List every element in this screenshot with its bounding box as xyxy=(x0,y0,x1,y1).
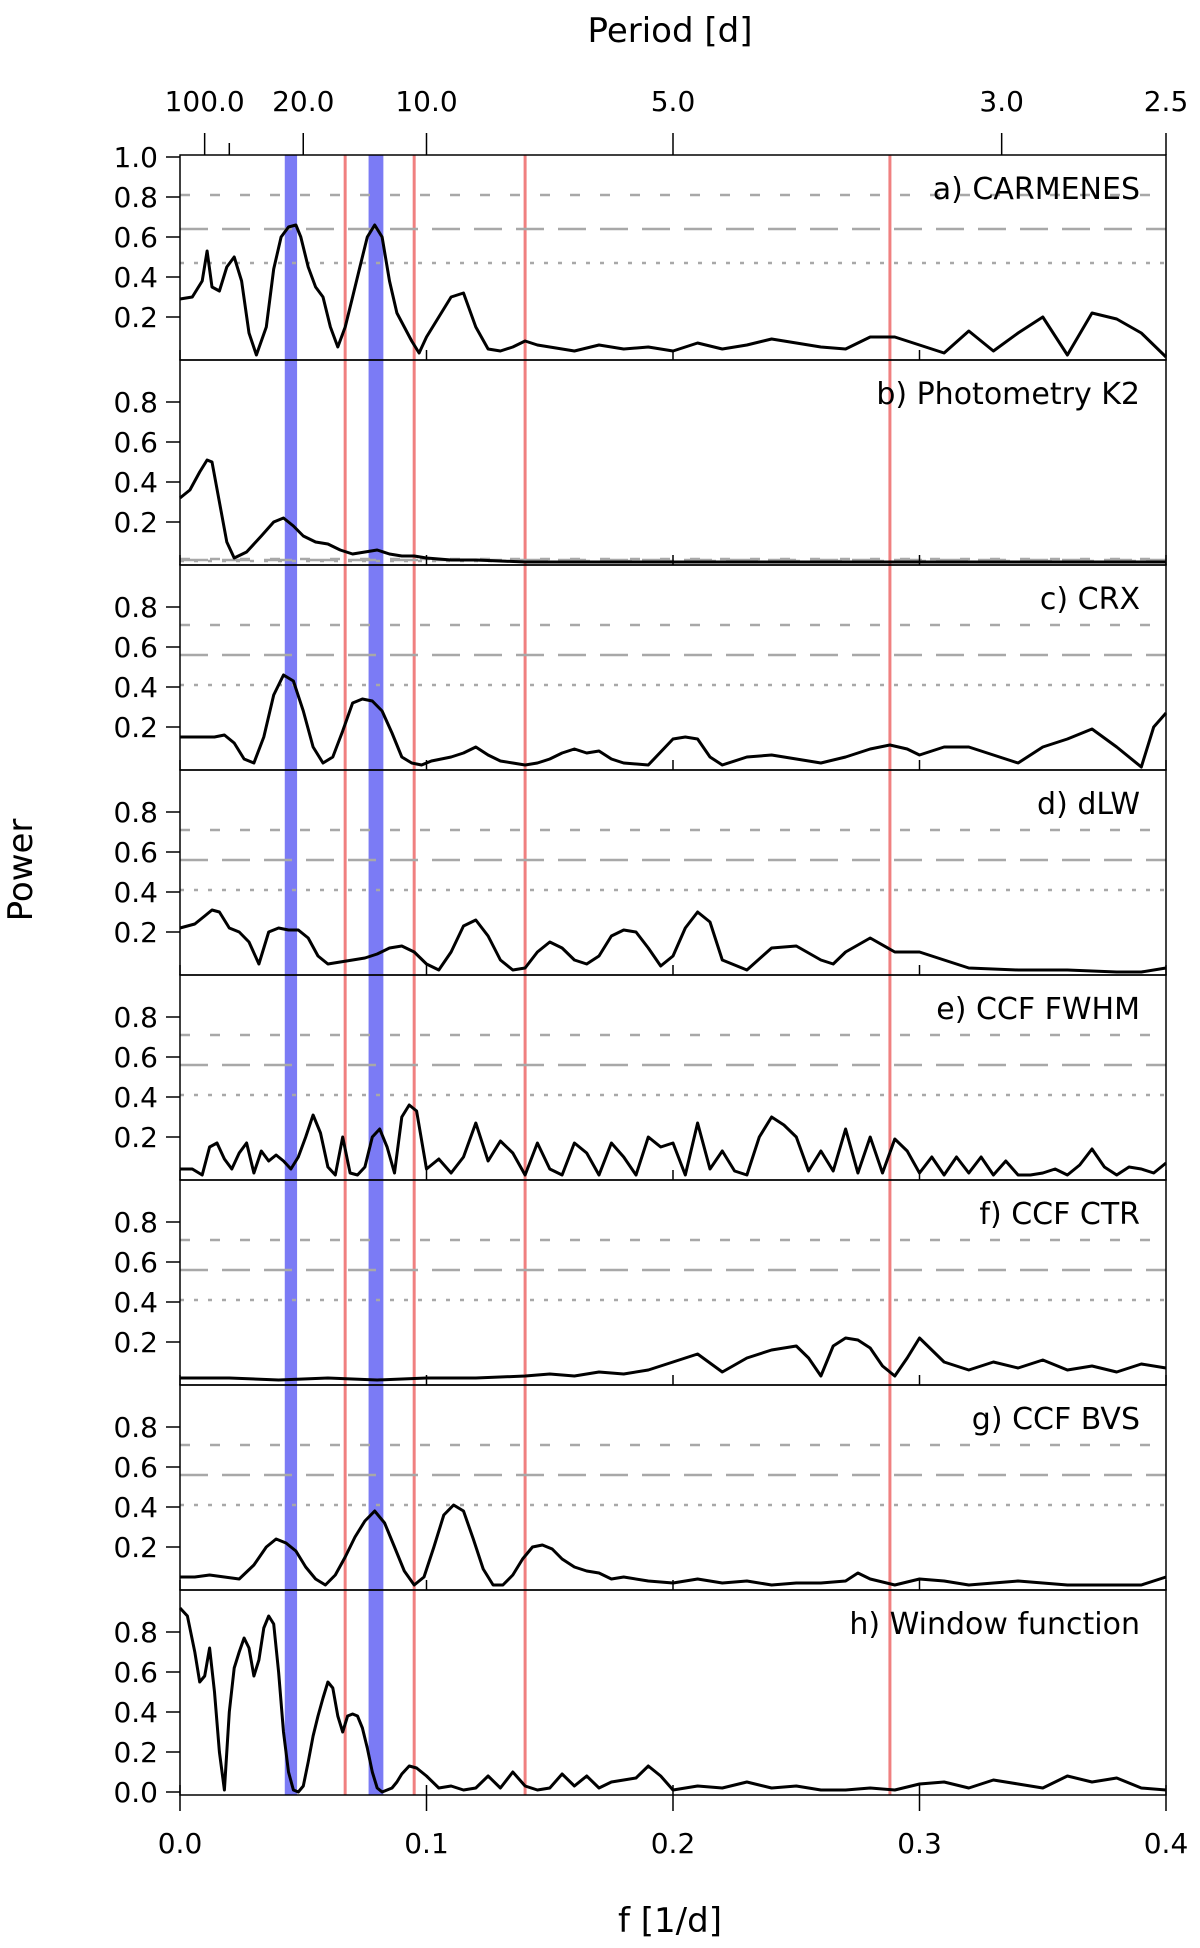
x-axis-title: f [1/d] xyxy=(618,1901,722,1941)
y-tick-label: 0.2 xyxy=(113,711,158,744)
y-tick-label: 0.2 xyxy=(113,916,158,949)
x-tick-label: 0.3 xyxy=(897,1827,942,1860)
top-axis-title: Period [d] xyxy=(588,11,753,51)
panel-label: c) CRX xyxy=(1040,582,1140,617)
y-tick-label: 0.8 xyxy=(113,796,158,829)
power-curve xyxy=(179,908,1167,974)
power-curve xyxy=(180,1503,1167,1587)
y-tick-label: 0.4 xyxy=(113,876,158,909)
x-tick-label: 0.0 xyxy=(158,1827,203,1860)
y-tick-label: 0.6 xyxy=(113,836,158,869)
y-tick-label: 1.0 xyxy=(113,141,158,174)
y-tick-label: 0.2 xyxy=(113,1121,158,1154)
panel-label: f) CCF CTR xyxy=(979,1197,1140,1232)
power-curve xyxy=(179,223,1168,359)
x-tick-label: 0.2 xyxy=(651,1827,696,1860)
y-tick-label: 0.6 xyxy=(113,1041,158,1074)
panel-label: d) dLW xyxy=(1037,787,1140,822)
y-tick-label: 0.8 xyxy=(113,181,158,214)
y-tick-label: 0.8 xyxy=(113,591,158,624)
y-tick-label: 0.8 xyxy=(113,386,158,419)
panel-label: a) CARMENES xyxy=(933,172,1140,207)
panel-label: e) CCF FWHM xyxy=(936,992,1140,1027)
panel-frame xyxy=(179,769,1167,976)
fap-layer xyxy=(180,193,1166,1507)
y-tick-label: 0.6 xyxy=(113,426,158,459)
power-curve xyxy=(180,1336,1167,1382)
y-tick-label: 0.8 xyxy=(113,1001,158,1034)
period-tick-label: 20.0 xyxy=(272,85,334,118)
y-tick-label: 0.2 xyxy=(113,1326,158,1359)
y-tick-label: 0.2 xyxy=(113,506,158,539)
y-tick-label: 0.4 xyxy=(113,1491,158,1524)
y-tick-label: 0.4 xyxy=(113,261,158,294)
y-tick-label: 0.6 xyxy=(113,1451,158,1484)
power-curve xyxy=(179,458,1166,564)
y-tick-label: 0.0 xyxy=(113,1776,158,1809)
y-axis-title: Power xyxy=(1,819,41,922)
panel-label: g) CCF BVS xyxy=(972,1402,1140,1437)
y-tick-label: 0.6 xyxy=(113,1656,158,1689)
y-tick-label: 0.2 xyxy=(113,1531,158,1564)
period-tick-label: 10.0 xyxy=(395,85,457,118)
power-curve xyxy=(180,673,1168,769)
power-curve xyxy=(178,1606,1167,1794)
x-tick-label: 0.4 xyxy=(1144,1827,1189,1860)
y-tick-label: 0.4 xyxy=(113,1696,158,1729)
y-tick-label: 0.2 xyxy=(113,301,158,334)
y-tick-label: 0.8 xyxy=(113,1206,158,1239)
y-tick-label: 0.6 xyxy=(113,631,158,664)
y-tick-label: 0.6 xyxy=(113,1246,158,1279)
y-tick-label: 0.4 xyxy=(113,671,158,704)
panel-label: b) Photometry K2 xyxy=(876,377,1140,412)
y-tick-label: 0.4 xyxy=(113,466,158,499)
curve-layer xyxy=(178,223,1168,1794)
x-tick-label: 0.1 xyxy=(404,1827,449,1860)
y-tick-label: 0.4 xyxy=(113,1286,158,1319)
panel-label: h) Window function xyxy=(849,1607,1140,1642)
period-tick-label: 2.5 xyxy=(1144,85,1189,118)
period-tick-label: 100.0 xyxy=(165,85,245,118)
y-tick-label: 0.2 xyxy=(113,1736,158,1769)
y-tick-label: 0.4 xyxy=(113,1081,158,1114)
y-tick-label: 0.8 xyxy=(113,1616,158,1649)
power-curve xyxy=(180,1103,1167,1177)
period-tick-label: 5.0 xyxy=(651,85,696,118)
period-tick-label: 3.0 xyxy=(979,85,1024,118)
y-tick-label: 0.6 xyxy=(113,221,158,254)
tick-layer: 0.2 0.4 0.6 0.8 1.0 0.2 0.4 0.6 0.8 0.2 0.4 0.6 0.8 0… xyxy=(113,85,1188,1860)
y-tick-label: 0.8 xyxy=(113,1411,158,1444)
